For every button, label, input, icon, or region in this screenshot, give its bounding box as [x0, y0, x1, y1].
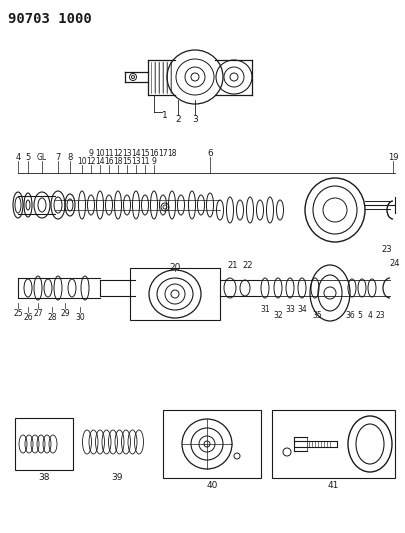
Text: 23: 23: [375, 311, 385, 319]
Text: 18: 18: [113, 157, 123, 166]
Text: 31: 31: [260, 305, 270, 314]
Text: 35: 35: [312, 311, 322, 319]
Text: 25: 25: [13, 309, 23, 318]
Text: 41: 41: [327, 481, 339, 490]
Bar: [272, 410, 395, 478]
Text: 18: 18: [167, 149, 177, 157]
Text: 12: 12: [113, 149, 123, 157]
Text: GL: GL: [37, 152, 47, 161]
Text: 15: 15: [122, 157, 132, 166]
Text: 11: 11: [104, 149, 114, 157]
Text: 17: 17: [158, 149, 168, 157]
Text: 90703 1000: 90703 1000: [8, 12, 92, 26]
Text: 12: 12: [86, 157, 96, 166]
Text: 11: 11: [140, 157, 150, 166]
Bar: [130, 268, 220, 320]
Text: 20: 20: [169, 263, 181, 272]
Text: 14: 14: [131, 149, 141, 157]
Text: 1: 1: [162, 111, 168, 120]
Text: 16: 16: [149, 149, 159, 157]
Text: 27: 27: [33, 309, 43, 318]
Text: 26: 26: [23, 312, 33, 321]
Text: 15: 15: [140, 149, 150, 157]
Text: 10: 10: [77, 157, 87, 166]
Text: 5: 5: [26, 152, 31, 161]
Text: 7: 7: [55, 152, 61, 161]
Text: 2: 2: [175, 115, 181, 124]
Text: 14: 14: [95, 157, 105, 166]
Text: 3: 3: [192, 115, 198, 124]
Text: 28: 28: [47, 312, 57, 321]
Text: 4: 4: [15, 152, 21, 161]
Bar: [163, 410, 261, 478]
Text: 34: 34: [297, 305, 307, 314]
Text: 9: 9: [151, 157, 156, 166]
Text: 39: 39: [111, 473, 123, 482]
Text: 13: 13: [131, 157, 141, 166]
Text: 36: 36: [345, 311, 355, 319]
Text: 38: 38: [38, 473, 50, 482]
Text: 19: 19: [388, 152, 398, 161]
Text: 24: 24: [390, 259, 400, 268]
Text: 16: 16: [104, 157, 114, 166]
Text: 8: 8: [67, 152, 72, 161]
Text: 23: 23: [382, 246, 392, 254]
Text: 13: 13: [122, 149, 132, 157]
Bar: [15, 418, 73, 470]
Text: 29: 29: [60, 309, 70, 318]
Text: 32: 32: [273, 311, 283, 319]
Text: 40: 40: [206, 481, 218, 490]
Text: 21: 21: [228, 261, 238, 270]
Text: 6: 6: [207, 149, 213, 157]
Text: 9: 9: [89, 149, 94, 157]
Text: 5: 5: [358, 311, 362, 319]
Text: 10: 10: [95, 149, 105, 157]
Text: 22: 22: [243, 261, 253, 270]
Text: 33: 33: [285, 305, 295, 314]
Text: 4: 4: [368, 311, 373, 319]
Text: 30: 30: [75, 312, 85, 321]
